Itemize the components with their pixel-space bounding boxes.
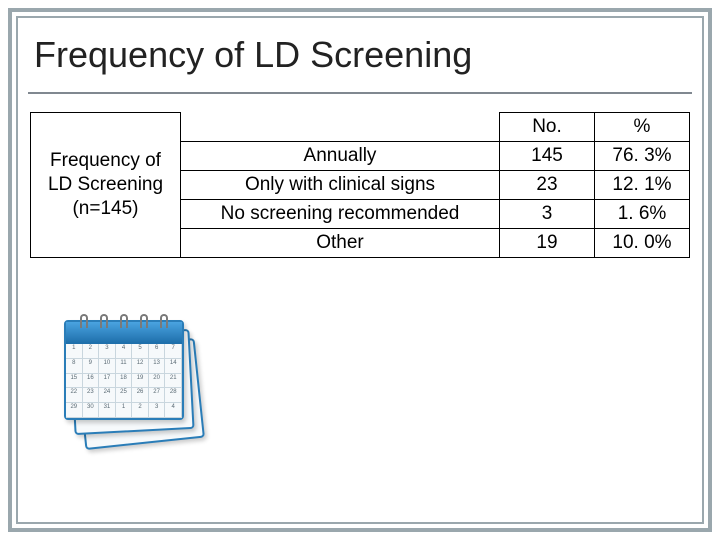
row-group-label-line: Frequency of [50,150,161,171]
cell-pct: 1. 6% [595,200,690,229]
slide-content: Frequency of LD Screening Frequency of L… [28,28,692,512]
cell-no: 145 [500,142,595,171]
title-rule [28,92,692,94]
cell-pct: 12. 1% [595,171,690,200]
cell-category: No screening recommended [181,200,500,229]
cell-no: 19 [500,229,595,258]
row-group-label-line: (n=145) [72,198,138,219]
col-header-no: No. [500,113,595,142]
col-header-pct: % [595,113,690,142]
cell-category: Annually [181,142,500,171]
cell-no: 3 [500,200,595,229]
calendar-icon: 1234567891011121314151617181920212223242… [58,318,208,458]
cell-pct: 10. 0% [595,229,690,258]
table-header-row: Frequency of LD Screening (n=145) No. % [31,113,690,142]
row-group-label: Frequency of LD Screening (n=145) [31,113,181,258]
page-title: Frequency of LD Screening [34,34,692,76]
cell-pct: 76. 3% [595,142,690,171]
frequency-table: Frequency of LD Screening (n=145) No. % … [30,112,690,258]
cell-no: 23 [500,171,595,200]
calendar-grid: 1234567891011121314151617181920212223242… [66,344,182,418]
row-group-label-line: LD Screening [48,174,163,195]
frequency-table-wrap: Frequency of LD Screening (n=145) No. % … [30,112,690,258]
cell-category: Other [181,229,500,258]
cell-category: Only with clinical signs [181,171,500,200]
header-spacer [181,113,500,142]
